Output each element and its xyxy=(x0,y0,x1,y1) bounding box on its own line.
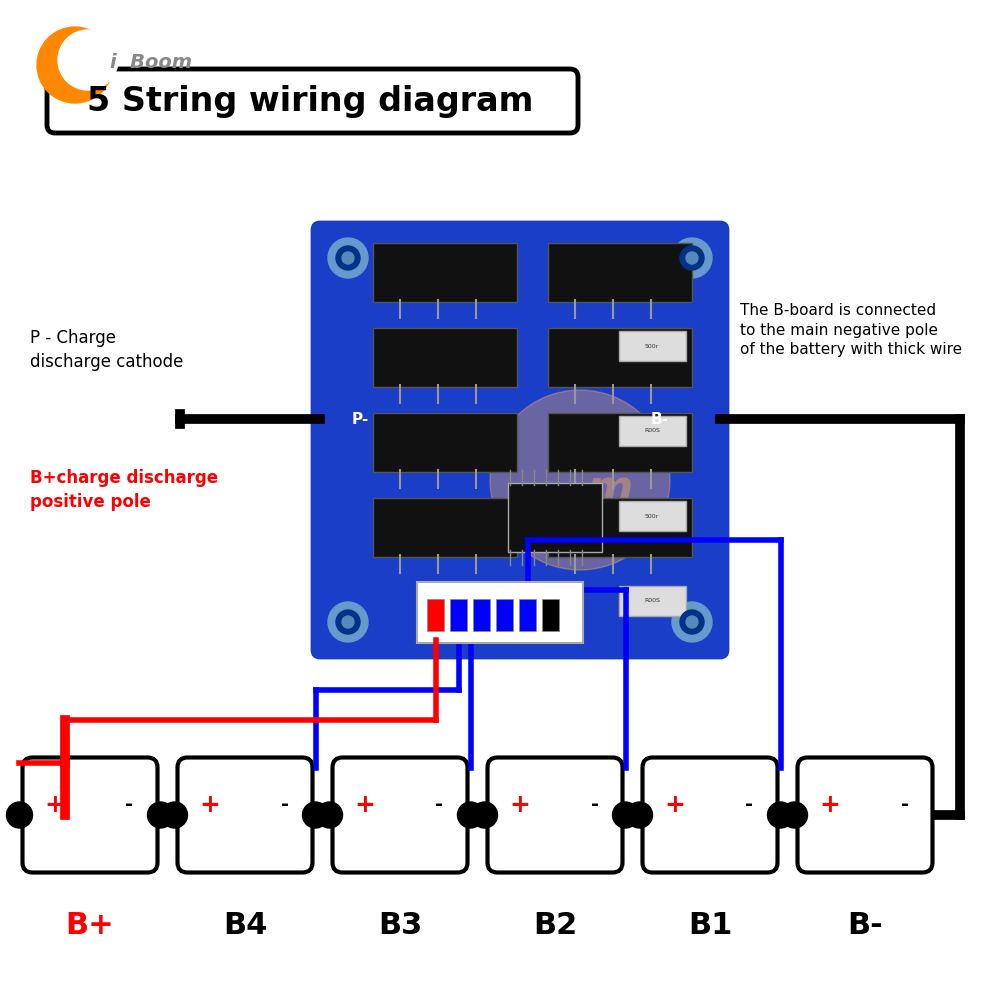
Text: 500r: 500r xyxy=(645,514,659,518)
Circle shape xyxy=(782,802,808,828)
Text: +: + xyxy=(664,793,685,817)
Text: m: m xyxy=(587,468,633,512)
Circle shape xyxy=(686,252,698,264)
Circle shape xyxy=(302,802,328,828)
FancyBboxPatch shape xyxy=(373,243,517,302)
Circle shape xyxy=(490,390,670,570)
FancyBboxPatch shape xyxy=(417,582,583,643)
Text: -: - xyxy=(126,796,134,814)
Text: P - Charge
discharge cathode: P - Charge discharge cathode xyxy=(30,329,183,371)
Text: +: + xyxy=(819,793,840,817)
FancyBboxPatch shape xyxy=(508,483,602,552)
FancyBboxPatch shape xyxy=(619,586,686,616)
FancyBboxPatch shape xyxy=(619,501,686,531)
Text: i  Boom: i Boom xyxy=(110,52,192,72)
Text: 500r: 500r xyxy=(645,344,659,349)
FancyBboxPatch shape xyxy=(312,222,728,658)
Circle shape xyxy=(686,616,698,628)
Circle shape xyxy=(328,238,368,278)
Circle shape xyxy=(626,802,652,828)
FancyBboxPatch shape xyxy=(642,758,778,872)
FancyBboxPatch shape xyxy=(548,243,692,302)
Text: B2: B2 xyxy=(533,910,577,940)
Circle shape xyxy=(768,802,794,828)
Text: -: - xyxy=(746,796,754,814)
Circle shape xyxy=(672,238,712,278)
Circle shape xyxy=(612,802,639,828)
FancyBboxPatch shape xyxy=(450,599,467,631)
FancyBboxPatch shape xyxy=(473,599,490,631)
Circle shape xyxy=(458,802,484,828)
Circle shape xyxy=(162,802,188,828)
Text: +: + xyxy=(354,793,375,817)
FancyBboxPatch shape xyxy=(619,331,686,361)
Circle shape xyxy=(336,610,360,634)
Text: -: - xyxy=(436,796,444,814)
Circle shape xyxy=(316,802,342,828)
FancyBboxPatch shape xyxy=(488,758,622,872)
Text: 5 String wiring diagram: 5 String wiring diagram xyxy=(87,85,533,117)
Circle shape xyxy=(342,616,354,628)
Text: R00S: R00S xyxy=(644,428,660,433)
FancyBboxPatch shape xyxy=(22,758,158,872)
Circle shape xyxy=(680,610,704,634)
FancyBboxPatch shape xyxy=(47,69,578,133)
FancyBboxPatch shape xyxy=(548,413,692,472)
Text: +: + xyxy=(44,793,65,817)
Text: -: - xyxy=(590,796,598,814)
FancyBboxPatch shape xyxy=(496,599,513,631)
Text: B+: B+ xyxy=(66,910,114,940)
Text: The B-board is connected
to the main negative pole
of the battery with thick wir: The B-board is connected to the main neg… xyxy=(740,303,962,357)
FancyBboxPatch shape xyxy=(332,758,468,872)
Text: -: - xyxy=(900,796,908,814)
Circle shape xyxy=(6,802,32,828)
FancyBboxPatch shape xyxy=(548,328,692,387)
FancyBboxPatch shape xyxy=(542,599,559,631)
Text: B-: B- xyxy=(847,910,883,940)
Text: +: + xyxy=(199,793,220,817)
Text: B+charge discharge
positive pole: B+charge discharge positive pole xyxy=(30,469,218,511)
Text: +: + xyxy=(509,793,530,817)
FancyBboxPatch shape xyxy=(619,416,686,446)
FancyBboxPatch shape xyxy=(519,599,536,631)
Circle shape xyxy=(336,246,360,270)
Text: B1: B1 xyxy=(688,910,732,940)
FancyBboxPatch shape xyxy=(798,758,932,872)
Text: B3: B3 xyxy=(378,910,422,940)
FancyBboxPatch shape xyxy=(178,758,312,872)
Circle shape xyxy=(328,602,368,642)
Circle shape xyxy=(680,246,704,270)
FancyBboxPatch shape xyxy=(427,599,444,631)
Text: P-: P- xyxy=(351,412,369,426)
Text: B-: B- xyxy=(651,412,669,426)
Circle shape xyxy=(148,802,174,828)
Circle shape xyxy=(37,27,113,103)
Circle shape xyxy=(672,602,712,642)
Text: -: - xyxy=(280,796,288,814)
Text: B4: B4 xyxy=(223,910,267,940)
FancyBboxPatch shape xyxy=(373,328,517,387)
FancyBboxPatch shape xyxy=(373,498,517,557)
Circle shape xyxy=(342,252,354,264)
Circle shape xyxy=(472,802,498,828)
FancyBboxPatch shape xyxy=(548,498,692,557)
Text: R00S: R00S xyxy=(644,598,660,603)
FancyBboxPatch shape xyxy=(373,413,517,472)
Circle shape xyxy=(58,30,118,90)
